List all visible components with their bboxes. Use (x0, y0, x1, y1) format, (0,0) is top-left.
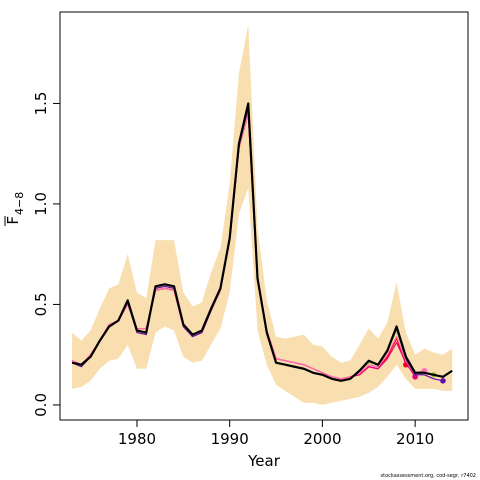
series-line (71, 102, 453, 382)
y-axis-label-group: F 4−8 (4, 192, 26, 226)
endpoint-marker (440, 378, 446, 384)
axes-box (59, 11, 469, 421)
footnote: stockassessment.org, cod-segr, r7402 (381, 473, 476, 479)
x-tick-label: 2010 (396, 430, 434, 448)
x-axis-label: Year (247, 452, 281, 470)
y-tick-label: 0.5 (32, 293, 50, 317)
y-tick-label: 1.0 (32, 192, 50, 216)
x-tick-label: 1990 (211, 430, 249, 448)
x-tick-label: 2000 (303, 430, 341, 448)
endpoint-marker (412, 373, 418, 380)
y-axis-label-subscript: 4−8 (13, 192, 26, 215)
y-tick-label: 0.0 (32, 393, 50, 417)
y-axis-label: F (4, 216, 22, 225)
plot-area (71, 25, 453, 405)
y-tick-label: 1.5 (32, 92, 50, 116)
confidence-band (72, 25, 453, 405)
x-tick-label: 1980 (118, 430, 156, 448)
